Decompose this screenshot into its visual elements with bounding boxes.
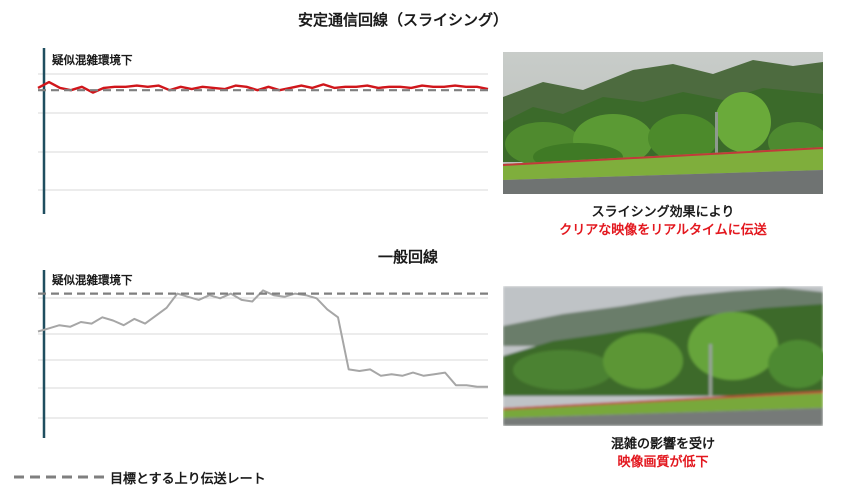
top-chart-slicing-rate-line [37,80,489,94]
top-section-title: 安定通信回線（スライシング） [298,11,509,29]
bottom-chart-normal-rate-line [37,289,488,388]
top-caption-line1: スライシング効果により [591,205,735,220]
top-caption-line2: クリアな映像をリアルタイムに伝送 [559,223,767,238]
bottom-caption-line1: 混雑の影響を受け [610,437,715,452]
bottom-chart [37,270,488,438]
top-chart-grid [38,73,488,191]
top-chart-series [37,80,489,94]
legend-label: 目標とする上り伝送レート [110,472,266,487]
bottom-section-title: 一般回線 [378,248,439,266]
top-chart [37,48,489,214]
bottom-chart-series [37,289,488,388]
top-video-frame-image [503,52,823,194]
bottom-chart-label: 疑似混雑環境下 [52,273,133,287]
top-caption: スライシング効果により クリアな映像をリアルタイムに伝送 [503,204,823,240]
bottom-caption: 混雑の影響を受け 映像画質が低下 [503,436,823,472]
legend-dashed-line-icon [14,475,106,479]
top-chart-label: 疑似混雑環境下 [52,53,133,67]
bottom-video-frame-image [503,286,823,426]
bottom-chart-grid [38,297,488,419]
bottom-caption-line2: 映像画質が低下 [617,455,709,470]
